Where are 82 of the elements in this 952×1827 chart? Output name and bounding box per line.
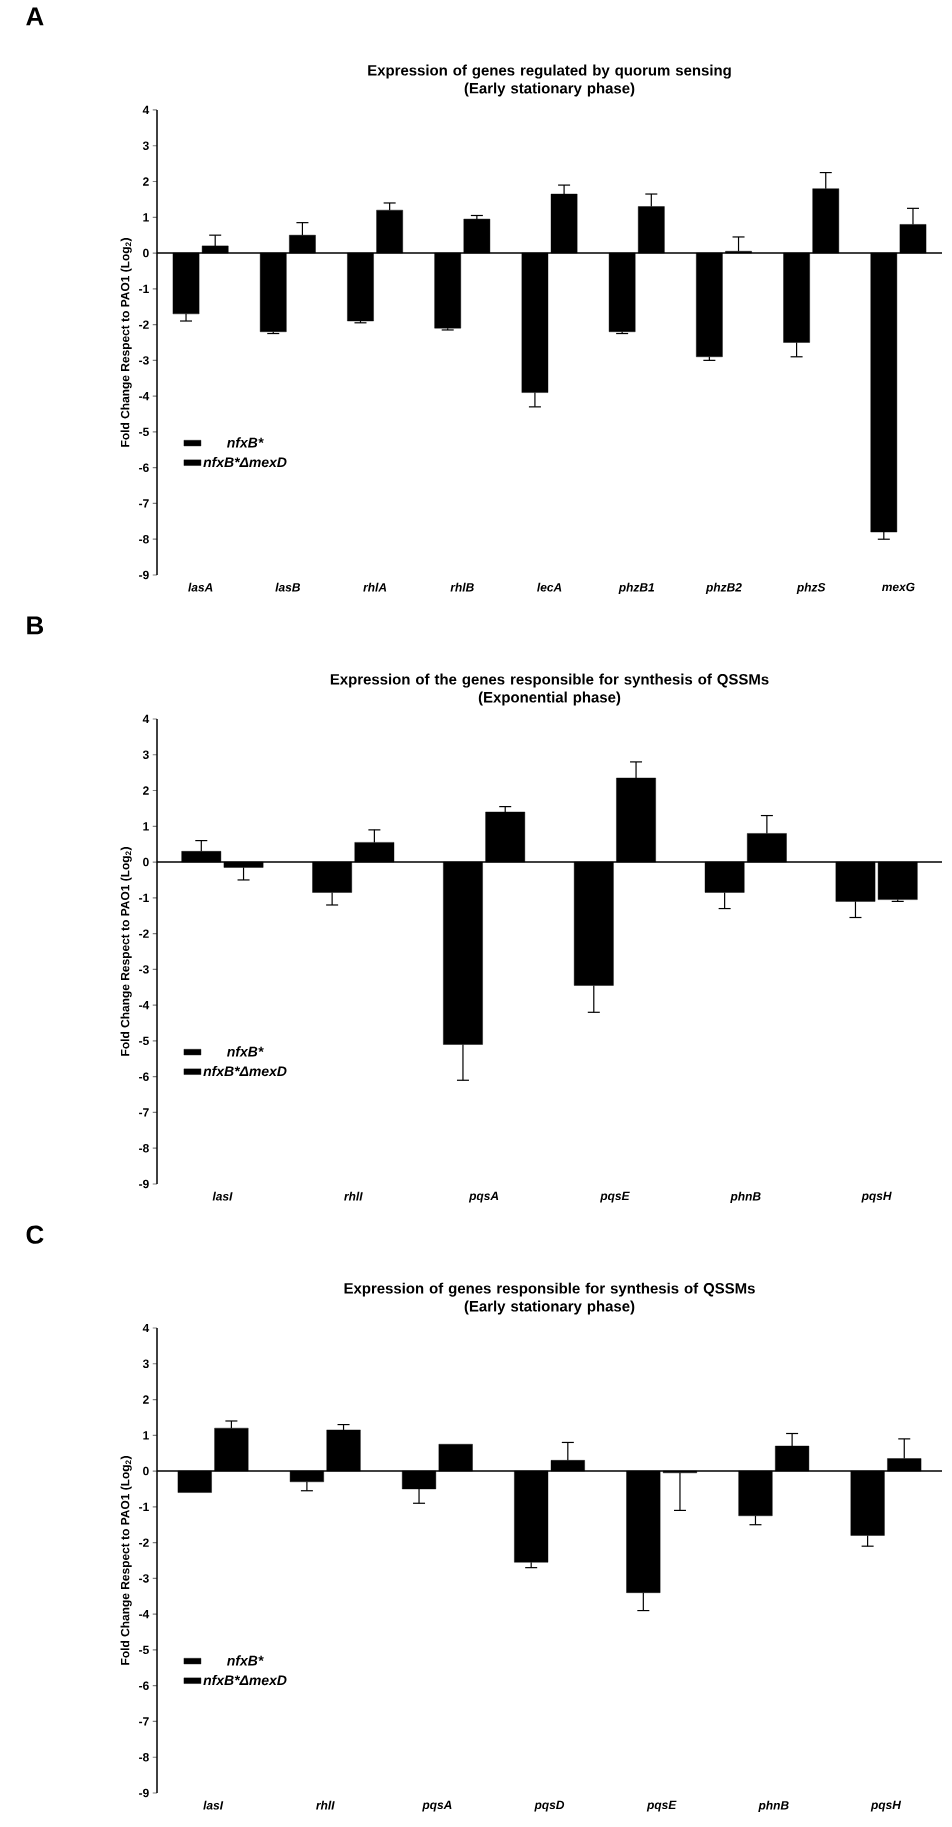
x-tick-label: pqsE: [600, 1191, 630, 1203]
y-tick-label: -3: [139, 965, 149, 974]
y-tick-label: -5: [139, 1036, 149, 1046]
x-tick-label: lasI: [212, 1191, 233, 1201]
y-tick-label: -1: [139, 284, 149, 293]
y-tick-label: -8: [139, 1753, 149, 1762]
x-tick-label: lecA: [537, 582, 562, 592]
y-tick-label: 2: [143, 177, 149, 186]
chart-title: Expression of genes responsible for synthesis of QSSMs: [344, 1282, 755, 1297]
x-tick-label: rhlA: [363, 582, 387, 592]
chart-subtitle: (Early stationary phase): [464, 1300, 635, 1315]
y-tick-label: 4: [142, 105, 150, 115]
y-tick-label: -6: [139, 1681, 149, 1690]
x-tick-label: phzB2: [705, 582, 742, 594]
x-tick-label: rhlB: [450, 582, 474, 592]
text: A: [26, 7, 44, 26]
text: C: [26, 1225, 44, 1244]
x-tick-label: phzB1: [618, 582, 655, 594]
y-tick-label: -4: [139, 1610, 150, 1619]
y-tick-label: -3: [139, 356, 149, 365]
legend-label: nfxB*ΔmexD: [203, 456, 287, 468]
y-tick-label: -1: [139, 893, 149, 902]
legend-label: nfxB*ΔmexD: [203, 1065, 287, 1077]
x-tick-label: phnB: [730, 1191, 761, 1203]
y-tick-label: 0: [143, 1466, 149, 1476]
chart-title: Expression of the genes responsible for synthesis of QSSMs: [330, 673, 769, 688]
y-tick-label: 4: [142, 714, 150, 724]
y-tick-label: 4: [142, 1323, 150, 1333]
chart-title: Expression of genes regulated by quorum sensing: [368, 64, 731, 79]
legend-label: nfxB*: [227, 437, 264, 448]
y-tick-label: 1: [143, 213, 149, 222]
x-tick-label: pqsA: [422, 1800, 452, 1812]
y-tick-label: 2: [143, 1395, 149, 1404]
x-tick-label: pqsH: [861, 1191, 892, 1203]
y-tick-label: -2: [139, 1538, 149, 1547]
y-tick-label: -7: [139, 499, 149, 508]
x-tick-label: mexG: [881, 582, 915, 592]
x-tick-label: pqsH: [870, 1800, 902, 1812]
y-tick-label: -1: [139, 1502, 149, 1511]
y-tick-label: -9: [139, 1179, 149, 1189]
y-tick-label: -4: [139, 1001, 150, 1010]
y-axis-title: Fold Change Respect to PAO1 (Log$_{2}$): [120, 1456, 132, 1665]
y-tick-label: -6: [139, 463, 149, 472]
x-tick-label: phzS: [796, 582, 826, 594]
y-tick-label: -5: [139, 1645, 149, 1655]
legend-label: nfxB*: [227, 1046, 264, 1057]
x-tick-label: pqsD: [534, 1800, 565, 1812]
x-tick-label: lasB: [275, 582, 301, 592]
y-tick-label: 3: [142, 141, 149, 150]
y-tick-label: 3: [142, 750, 149, 759]
x-tick-label: pqsA: [468, 1191, 499, 1203]
y-tick-label: -9: [139, 1788, 149, 1798]
y-tick-label: -9: [139, 570, 149, 580]
y-tick-label: -7: [139, 1108, 149, 1117]
y-tick-label: -4: [139, 392, 150, 401]
y-tick-label: 0: [143, 248, 149, 258]
y-tick-label: 1: [143, 1431, 149, 1440]
y-axis-title: Fold Change Respect to PAO1 (Log$_{2}$): [120, 847, 132, 1056]
y-tick-label: 2: [143, 786, 149, 795]
y-tick-label: -8: [139, 1143, 149, 1153]
legend-label: nfxB*: [227, 1655, 264, 1666]
x-tick-label: rhlI: [316, 1800, 335, 1810]
x-tick-label: lasI: [203, 1800, 224, 1810]
y-tick-label: 0: [143, 857, 149, 867]
y-tick-label: -2: [139, 320, 149, 329]
y-tick-label: -2: [139, 929, 149, 938]
y-tick-label: -3: [139, 1574, 149, 1583]
text: B: [27, 616, 44, 635]
x-tick-label: lasA: [188, 582, 213, 592]
y-tick-label: -6: [139, 1072, 149, 1081]
y-axis-title: Fold Change Respect to PAO1 (Log$_{2}$): [120, 238, 132, 447]
chart-subtitle: (Early stationary phase): [464, 82, 635, 97]
x-tick-label: pqsE: [646, 1800, 677, 1812]
y-tick-label: 3: [142, 1359, 149, 1368]
y-tick-label: -5: [139, 427, 149, 437]
legend-label: nfxB*ΔmexD: [203, 1674, 287, 1686]
x-tick-label: rhlI: [344, 1191, 363, 1201]
y-tick-label: 1: [143, 822, 149, 831]
y-tick-label: -8: [139, 534, 149, 544]
y-tick-label: -7: [139, 1717, 149, 1726]
chart-subtitle: (Exponential phase): [478, 691, 621, 706]
x-tick-label: phnB: [758, 1800, 789, 1812]
